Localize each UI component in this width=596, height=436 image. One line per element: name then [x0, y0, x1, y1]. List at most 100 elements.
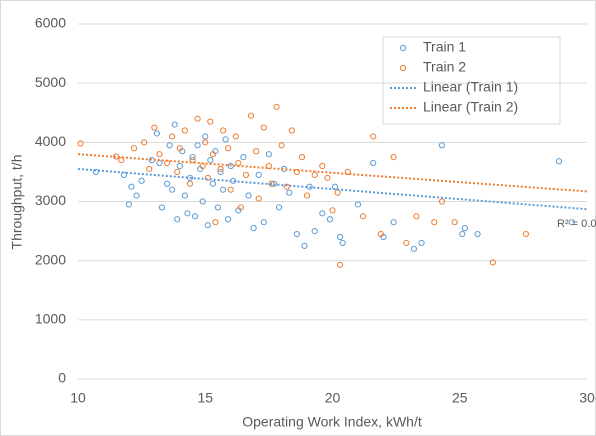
data-point — [171, 121, 178, 128]
data-point — [370, 133, 377, 140]
data-point — [555, 158, 563, 165]
data-point — [92, 168, 99, 176]
data-point — [212, 219, 219, 226]
data-point — [138, 177, 145, 184]
data-point — [418, 239, 425, 247]
data-point — [344, 168, 351, 176]
data-point — [431, 219, 438, 226]
trendline — [77, 153, 588, 193]
data-point — [181, 127, 188, 134]
legend-label: Train 2 — [423, 59, 466, 75]
data-point — [189, 156, 196, 164]
data-point — [288, 127, 295, 134]
data-point — [260, 124, 267, 131]
data-point — [326, 216, 334, 223]
y-tick-label: 1000 — [35, 311, 66, 327]
legend-box — [382, 36, 561, 125]
data-point — [219, 127, 227, 134]
data-point — [169, 133, 176, 140]
x-tick-label: 30 — [579, 390, 595, 406]
trendline — [77, 167, 588, 211]
data-point — [217, 168, 224, 176]
data-point — [522, 230, 530, 238]
data-point — [130, 145, 138, 152]
data-point — [459, 230, 466, 238]
data-point — [413, 213, 420, 220]
data-point — [146, 165, 153, 173]
data-point — [77, 140, 84, 147]
data-point — [202, 139, 209, 146]
data-point — [568, 219, 575, 226]
y-tick-label: 4000 — [35, 133, 66, 149]
data-point — [242, 171, 250, 178]
data-point — [265, 162, 272, 170]
data-point — [283, 183, 290, 190]
data-point — [255, 171, 262, 178]
data-point — [324, 174, 331, 181]
data-point — [303, 192, 311, 199]
legend-label: Train 1 — [423, 39, 466, 55]
data-point — [174, 168, 181, 176]
data-point — [169, 186, 176, 193]
data-point — [489, 259, 496, 266]
data-point — [194, 142, 201, 149]
data-point — [286, 189, 293, 196]
data-point — [337, 261, 344, 268]
y-tick-label: 5000 — [35, 74, 66, 90]
data-point — [163, 180, 171, 187]
data-point — [184, 210, 191, 217]
data-point — [275, 204, 283, 211]
data-point — [232, 133, 239, 140]
data-point — [278, 142, 285, 149]
data-point — [209, 180, 216, 187]
data-point — [225, 145, 232, 152]
data-point — [438, 198, 446, 205]
data-point — [194, 115, 201, 122]
data-point — [199, 198, 206, 205]
data-point — [141, 139, 148, 146]
data-point — [237, 204, 244, 211]
data-point — [207, 118, 214, 125]
y-tick-label: 2000 — [35, 251, 66, 267]
data-point — [166, 142, 173, 149]
data-point — [250, 225, 257, 232]
y-tick-label: 3000 — [35, 192, 66, 208]
data-point — [217, 165, 224, 173]
data-point — [125, 201, 132, 208]
y-axis-title: Throughput, t/h — [9, 155, 25, 250]
data-point — [319, 210, 326, 217]
annotation: R² = 0.00 — [557, 218, 596, 230]
data-point — [359, 213, 367, 220]
data-point — [204, 222, 211, 229]
data-point — [174, 216, 181, 223]
data-point — [329, 207, 336, 214]
data-point — [377, 230, 384, 238]
data-point — [273, 103, 280, 110]
x-tick-label: 20 — [325, 390, 341, 406]
data-point — [260, 219, 267, 226]
data-point — [219, 186, 227, 193]
legend-label: Linear (Train 1) — [423, 79, 518, 95]
data-point — [390, 219, 397, 226]
data-point — [128, 183, 135, 190]
data-point — [451, 219, 458, 226]
data-point — [339, 239, 346, 247]
data-point — [204, 174, 211, 181]
data-point — [202, 133, 209, 140]
data-point — [319, 162, 326, 170]
data-point — [158, 204, 166, 211]
data-point — [293, 230, 300, 238]
data-point — [410, 245, 418, 252]
data-point — [403, 239, 410, 247]
x-tick-label: 10 — [70, 390, 86, 406]
legend-label: Linear (Train 2) — [423, 99, 518, 115]
data-point — [354, 201, 362, 208]
data-point — [247, 112, 255, 119]
data-point — [176, 145, 183, 152]
data-point — [225, 216, 232, 223]
data-point — [176, 162, 183, 170]
data-point — [311, 227, 318, 235]
data-point — [181, 192, 188, 199]
data-point — [301, 242, 308, 249]
